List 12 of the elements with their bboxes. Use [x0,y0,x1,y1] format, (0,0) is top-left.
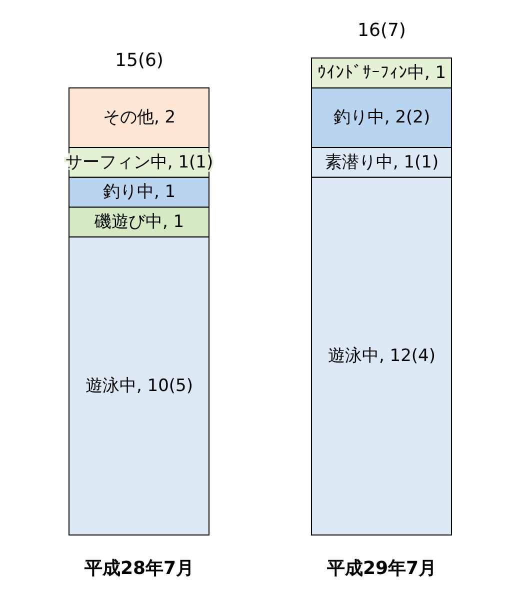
data-label: 釣り中, 1 [102,182,176,202]
data-label: 素潜り中, 1(1) [324,152,439,172]
x-tick-label: 平成28年7月 [83,558,194,579]
data-label: 遊泳中, 10(5) [85,376,194,396]
data-label: ｳｲﾝﾄﾞｻｰﾌｨﾝ中, 1 [317,62,446,83]
x-tick-label: 平成29年7月 [326,558,437,579]
data-label: 遊泳中, 12(4) [328,346,436,366]
data-label: 釣り中, 2(2) [333,108,430,128]
data-label: 磯遊び中, 1 [93,212,184,232]
total-label: 15(6) [115,50,164,71]
data-label: その他, 2 [102,108,176,128]
total-label: 16(7) [358,20,406,41]
